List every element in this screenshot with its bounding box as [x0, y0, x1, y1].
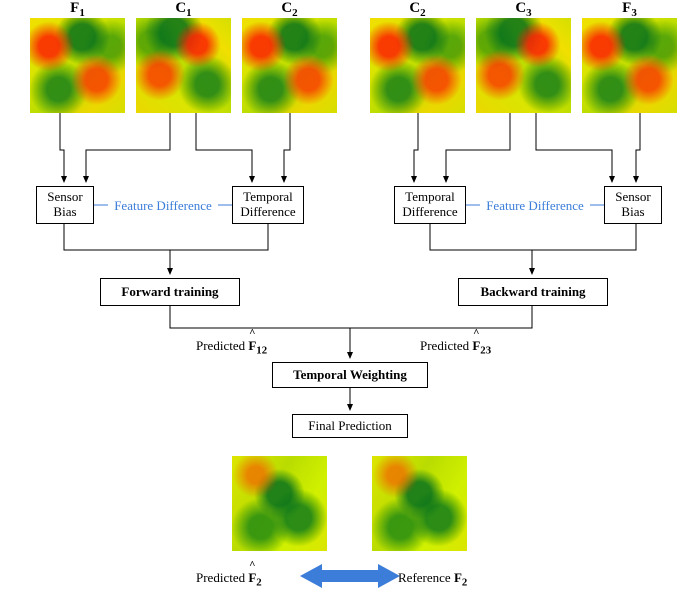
- box-label: SensorBias: [47, 190, 82, 220]
- predicted-f2-label: Predicted F2: [196, 570, 262, 589]
- feature-difference-left: Feature Difference: [106, 198, 220, 214]
- symbol: F: [454, 570, 462, 585]
- input-label-f1: F1: [30, 0, 125, 19]
- tile-f1: [30, 18, 125, 113]
- box-temporal-diff-right: TemporalDifference: [394, 186, 466, 224]
- box-label: Forward training: [121, 285, 218, 300]
- box-label: Final Prediction: [308, 419, 391, 434]
- input-label-f3: F3: [582, 0, 677, 19]
- subscript: 12: [256, 345, 267, 357]
- feature-difference-right: Feature Difference: [478, 198, 592, 214]
- symbol: F: [472, 338, 480, 354]
- predicted-f23-label: Predicted F23: [420, 338, 491, 357]
- box-sensor-bias-left: SensorBias: [36, 186, 94, 224]
- tile-c2a: [242, 18, 337, 113]
- symbol: F: [248, 570, 256, 586]
- box-label: Backward training: [480, 285, 585, 300]
- box-label: TemporalDifference: [402, 190, 457, 220]
- subscript: 2: [256, 577, 261, 589]
- text: Reference: [398, 570, 454, 585]
- symbol: F: [248, 338, 256, 354]
- box-label: SensorBias: [615, 190, 650, 220]
- box-backward-training: Backward training: [458, 278, 608, 306]
- subscript: 2: [462, 577, 467, 589]
- tile-c3: [476, 18, 571, 113]
- predicted-f12-label: Predicted F12: [196, 338, 267, 357]
- tile-f3: [582, 18, 677, 113]
- tile-c2b: [370, 18, 465, 113]
- reference-f2-label: Reference F2: [398, 570, 467, 589]
- input-label-c2a: C2: [242, 0, 337, 19]
- subscript: 23: [480, 345, 491, 357]
- text: Predicted: [196, 338, 248, 353]
- tile-reference-f2: [372, 456, 467, 551]
- text: Predicted: [420, 338, 472, 353]
- box-forward-training: Forward training: [100, 278, 240, 306]
- input-label-c3: C3: [476, 0, 571, 19]
- box-temporal-weighting: Temporal Weighting: [272, 362, 428, 388]
- tile-predicted-f2: [232, 456, 327, 551]
- input-label-c1: C1: [136, 0, 231, 19]
- box-sensor-bias-right: SensorBias: [604, 186, 662, 224]
- text: Predicted: [196, 570, 248, 585]
- input-label-c2b: C2: [370, 0, 465, 19]
- box-label: Temporal Weighting: [293, 368, 407, 383]
- box-final-prediction: Final Prediction: [292, 414, 408, 438]
- box-label: TemporalDifference: [240, 190, 295, 220]
- box-temporal-diff-left: TemporalDifference: [232, 186, 304, 224]
- tile-c1: [136, 18, 231, 113]
